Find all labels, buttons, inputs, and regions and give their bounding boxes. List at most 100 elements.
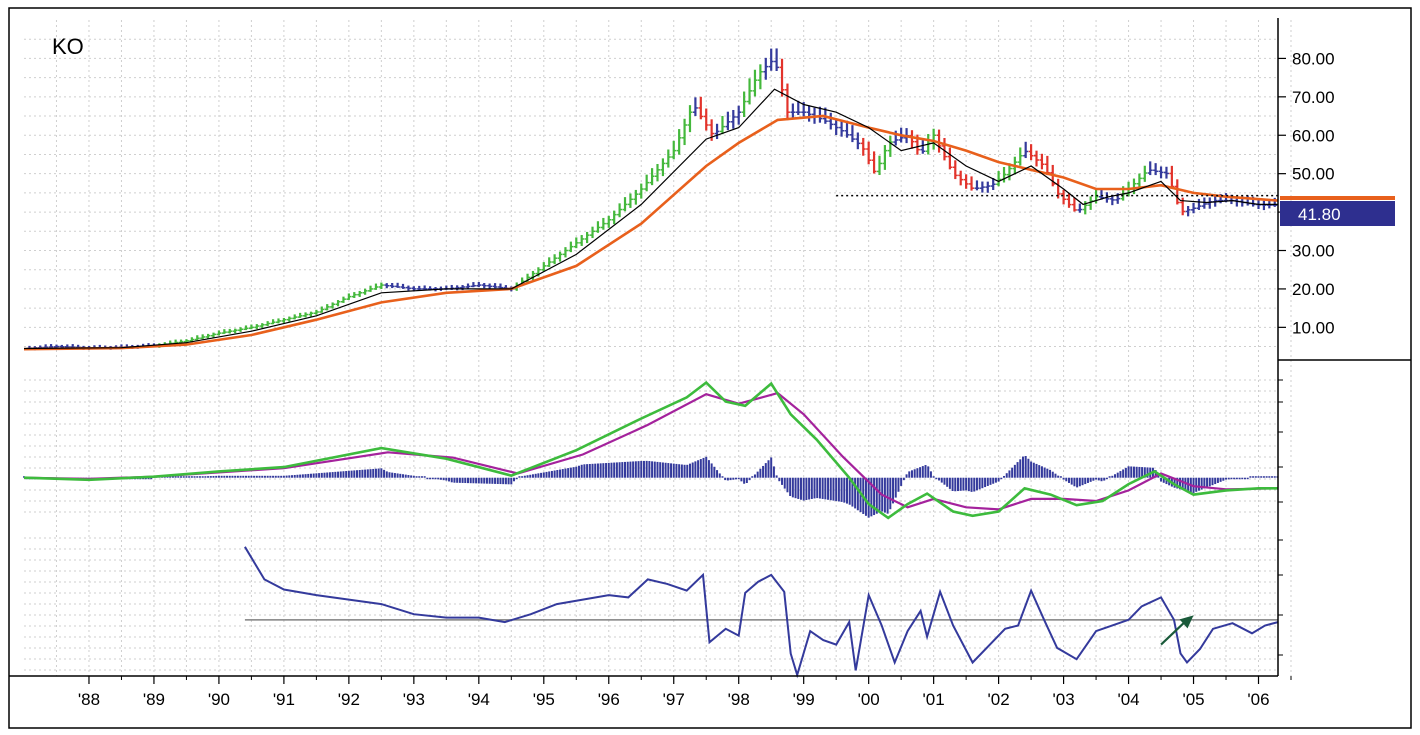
price-bar <box>866 141 872 165</box>
price-bar <box>476 281 482 288</box>
price-bar <box>941 138 947 161</box>
price-bar <box>952 160 958 180</box>
price-bar <box>232 328 238 334</box>
price-bar <box>963 174 969 189</box>
trend-arrow <box>1160 615 1194 646</box>
y-tick-label: 10.00 <box>1292 318 1335 337</box>
y-tick-label: 80.00 <box>1292 49 1335 68</box>
price-bar <box>362 288 368 295</box>
price-bar <box>541 262 547 272</box>
price-bar <box>568 241 574 253</box>
price-bar <box>692 97 698 117</box>
price-bar <box>920 140 926 154</box>
price-bar <box>454 285 460 291</box>
x-tick-label: '92 <box>338 690 360 709</box>
x-tick-label: '94 <box>468 690 490 709</box>
price-bar <box>481 283 487 289</box>
price-bar <box>573 237 579 249</box>
price-bar <box>1142 165 1148 182</box>
price-bar <box>497 283 503 289</box>
price-bar <box>562 247 568 258</box>
price-bar <box>974 180 980 191</box>
chart-frame <box>8 7 1412 729</box>
price-bar <box>768 48 774 71</box>
price-bar <box>1158 166 1164 179</box>
x-tick-label: '02 <box>988 690 1010 709</box>
price-bar <box>579 235 585 246</box>
x-tick-label: '88 <box>78 690 100 709</box>
price-bar <box>1163 166 1169 179</box>
price-bar <box>887 135 893 157</box>
price-bar <box>719 115 725 135</box>
price-bar <box>590 226 596 239</box>
price-bar <box>465 283 471 289</box>
price-bar <box>378 282 384 290</box>
y-tick-label: 60.00 <box>1292 126 1335 145</box>
price-bar <box>979 181 985 193</box>
price-bar <box>860 137 866 156</box>
ticker-label: KO <box>52 34 84 59</box>
price-bar <box>1071 197 1077 212</box>
price-bar <box>546 257 552 267</box>
price-bar <box>200 334 206 340</box>
price-bar <box>238 327 244 332</box>
price-bar <box>265 321 271 327</box>
price-bar <box>671 140 677 160</box>
price-bar <box>552 254 558 265</box>
price-bar <box>871 151 877 174</box>
price-bar <box>1185 206 1191 217</box>
price-bar <box>286 316 292 322</box>
price-bar <box>1061 189 1067 205</box>
macd-panel <box>23 380 1279 520</box>
price-bar <box>622 197 628 212</box>
price-bar <box>747 78 753 105</box>
price-bar <box>784 83 790 121</box>
y-tick-label: 70.00 <box>1292 88 1335 107</box>
price-bar <box>351 292 357 298</box>
x-tick-label: '96 <box>598 690 620 709</box>
price-bar <box>844 120 850 138</box>
price-bar <box>357 290 363 297</box>
price-bar <box>600 217 606 230</box>
x-tick-label: '89 <box>143 690 165 709</box>
price-bar <box>606 215 612 228</box>
price-bar <box>470 282 476 288</box>
price-bar <box>839 120 845 137</box>
price-bar <box>741 91 747 117</box>
price-bar <box>313 309 319 315</box>
trend-arrow-shaft <box>1160 620 1187 646</box>
price-bar <box>936 129 942 153</box>
x-tick-label: '05 <box>1182 690 1204 709</box>
price-bar <box>297 312 303 318</box>
indicator-panel <box>244 546 1279 679</box>
price-bar <box>855 132 861 150</box>
price-bar <box>633 189 639 205</box>
price-bar <box>422 285 428 290</box>
price-bar <box>947 147 953 170</box>
price-bar <box>346 293 352 300</box>
price-bar <box>644 174 650 192</box>
price-bar <box>368 285 374 292</box>
price-bar <box>654 164 660 182</box>
price-bar <box>205 333 211 339</box>
price-bar <box>1147 161 1153 176</box>
price-bar <box>828 112 834 130</box>
price-bar <box>211 332 217 338</box>
price-bar <box>487 283 493 289</box>
sma-slow-line <box>23 114 1279 351</box>
price-bar <box>627 193 633 208</box>
price-bar <box>763 57 769 80</box>
y-tick-label: 50.00 <box>1292 165 1335 184</box>
price-bar <box>882 145 888 170</box>
price-bar <box>405 285 411 291</box>
price-bar <box>1039 153 1045 170</box>
price-bar <box>492 283 498 289</box>
price-bar <box>1196 198 1202 210</box>
price-bar <box>270 319 276 325</box>
x-tick-label: '95 <box>533 690 555 709</box>
x-tick-label: '00 <box>858 690 880 709</box>
price-bar <box>638 183 644 199</box>
price-bar <box>292 314 298 320</box>
price-bar <box>617 203 623 218</box>
price-bar <box>1066 193 1072 208</box>
